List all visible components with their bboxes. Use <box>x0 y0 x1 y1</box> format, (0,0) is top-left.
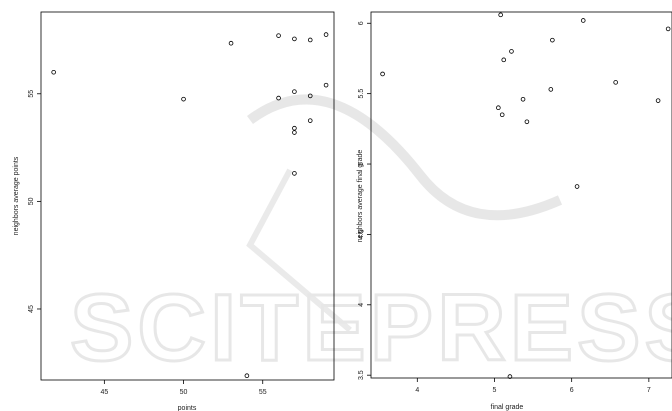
right-data-point <box>613 80 618 85</box>
left-y-tick-label: 50 <box>28 197 35 205</box>
right-data-point <box>509 49 514 54</box>
right-data-point <box>665 26 671 32</box>
left-data-point <box>307 37 313 43</box>
right-y-tick-label: 5 <box>358 162 365 166</box>
left-data-point <box>307 93 313 99</box>
right-x-tick-label: 6 <box>570 387 574 394</box>
left-x-axis-label: points <box>178 405 197 411</box>
left-x-tick-label: 45 <box>100 389 108 396</box>
left-chart: 45 50 55 45 50 55 points neighbors average p… <box>13 11 335 411</box>
right-data-point <box>550 37 555 43</box>
right-y-tick-label: 3.5 <box>358 370 365 380</box>
right-y-ticks: 3.5 4 4.5 5 5.5 6 <box>358 21 371 380</box>
right-data-point <box>507 374 513 379</box>
right-data-point <box>380 71 385 77</box>
right-data-point <box>548 87 554 92</box>
right-data-point <box>520 96 526 102</box>
left-data-point <box>307 118 313 123</box>
left-x-ticks: 45 50 55 <box>100 380 267 396</box>
left-data-point <box>292 171 297 176</box>
left-x-tick-label: 50 <box>180 389 188 396</box>
right-x-axis-label: final grade <box>491 404 524 411</box>
right-data-point <box>524 119 530 125</box>
left-data-point <box>292 36 297 42</box>
right-points <box>380 12 671 379</box>
left-y-tick-label: 45 <box>28 305 35 313</box>
right-y-tick-label: 5.5 <box>358 89 365 99</box>
left-y-axis-label: neighbors average points <box>13 156 20 235</box>
left-data-point <box>292 89 297 94</box>
left-plot-frame <box>40 11 335 381</box>
left-y-ticks: 45 50 55 <box>28 90 41 313</box>
right-x-tick-label: 4 <box>415 387 419 394</box>
svg-text:SCITEPRESS: SCITEPRESS <box>70 275 672 381</box>
left-data-point <box>228 40 234 46</box>
left-x-tick-label: 55 <box>259 389 267 396</box>
right-data-point <box>574 184 580 189</box>
right-x-ticks: 4 5 6 7 <box>415 378 651 394</box>
right-data-point <box>499 112 505 118</box>
watermark-logo: SCITEPRESS <box>69 94 672 383</box>
left-data-point <box>244 373 250 378</box>
left-data-point <box>323 82 329 88</box>
left-data-point <box>181 96 186 102</box>
left-y-tick-label: 55 <box>28 90 35 98</box>
right-data-point <box>496 105 501 111</box>
right-y-tick-label: 6 <box>358 21 365 25</box>
right-x-tick-label: 7 <box>647 387 651 394</box>
left-data-point <box>276 33 281 38</box>
right-data-point <box>580 18 586 23</box>
left-data-point <box>292 130 297 135</box>
left-data-point <box>276 95 281 101</box>
left-data-point <box>323 32 329 37</box>
right-data-point <box>655 98 661 103</box>
right-y-axis-label: neighbors average final grade <box>357 150 364 243</box>
left-points <box>51 32 329 378</box>
right-plot-frame <box>370 11 672 379</box>
left-data-point <box>292 125 297 131</box>
right-y-tick-label: 4 <box>358 303 365 307</box>
right-x-tick-label: 5 <box>493 387 497 394</box>
right-data-point <box>501 57 507 63</box>
right-y-tick-label: 4.5 <box>358 229 365 239</box>
right-chart: 4 5 6 7 3.5 4 4.5 5 5.5 6 final grade neighbors … <box>357 11 672 411</box>
left-data-point <box>51 69 56 75</box>
right-data-point <box>498 12 503 18</box>
